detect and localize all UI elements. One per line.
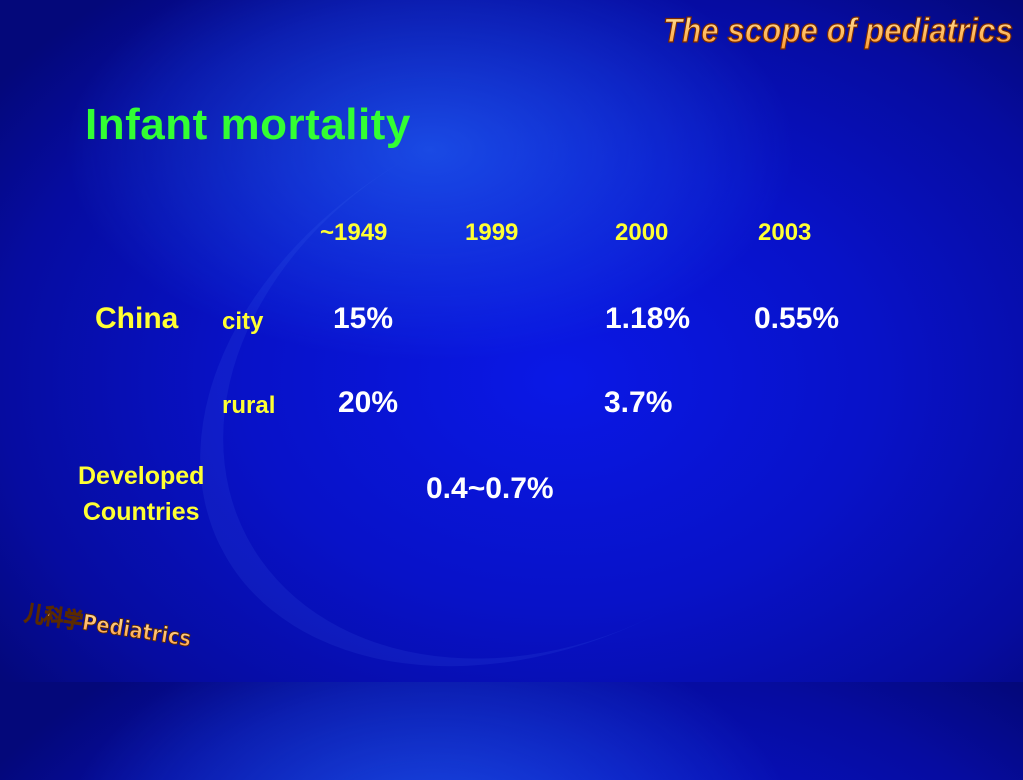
developed-value: 0.4~0.7% bbox=[426, 472, 554, 505]
cell-city-2000: 1.18% bbox=[605, 302, 691, 335]
row-label-rural: rural bbox=[222, 392, 276, 419]
developed-label-line1: Developed bbox=[78, 462, 205, 490]
cell-city-2003: 0.55% bbox=[754, 302, 840, 335]
year-header-2000: 2000 bbox=[615, 219, 669, 246]
row-label-city: city bbox=[222, 308, 264, 335]
year-header-1949: ~1949 bbox=[320, 219, 388, 246]
china-label: China bbox=[95, 302, 179, 335]
footer-logo: 儿科学Pediatrics bbox=[20, 598, 205, 653]
cell-rural-1949: 20% bbox=[338, 386, 399, 419]
developed-label-line2: Countries bbox=[82, 498, 200, 526]
year-header-2003: 2003 bbox=[758, 219, 812, 246]
footer-logo-text: 儿科学Pediatrics bbox=[22, 600, 193, 652]
corner-title-text: The scope of pediatrics bbox=[663, 12, 1013, 50]
corner-title-wordart: The scope of pediatrics bbox=[637, 4, 1017, 54]
year-header-1999: 1999 bbox=[465, 219, 519, 246]
cell-rural-2000: 3.7% bbox=[604, 386, 673, 419]
developed-countries-label: Developed Countries bbox=[78, 458, 204, 530]
cell-city-1949: 15% bbox=[333, 302, 394, 335]
slide-title: Infant mortality bbox=[85, 100, 411, 149]
